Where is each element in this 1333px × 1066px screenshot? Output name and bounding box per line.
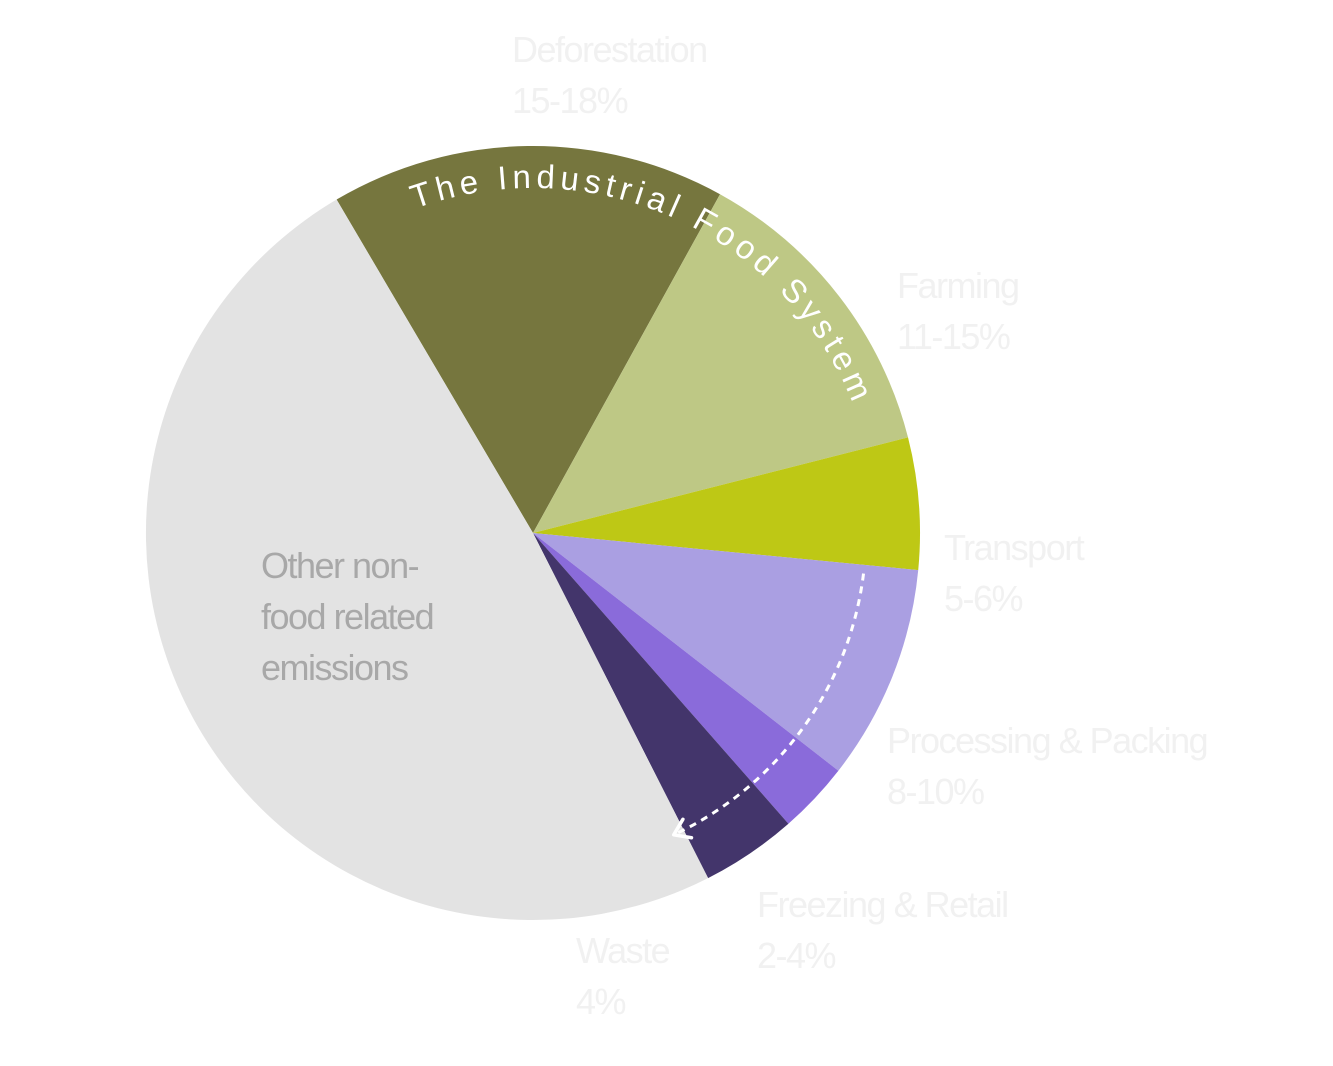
label-freezing-retail: Freezing & Retail 2-4% — [757, 884, 1008, 976]
label-farming: Farming 11-15% — [897, 265, 1019, 357]
arrowhead-icon — [671, 817, 694, 840]
label-other-emissions-line-3: emissions — [261, 647, 408, 688]
label-deforestation-line-1: Deforestation — [512, 29, 707, 70]
slice-freezing-retail — [533, 533, 839, 824]
label-processing-packing-line-2: 8-10% — [887, 771, 984, 812]
slice-waste — [533, 533, 789, 879]
slice-farming — [533, 194, 909, 533]
pie-slices — [145, 146, 921, 921]
label-waste-line-2: 4% — [576, 981, 626, 1022]
label-other-emissions-line-1: Other non- — [261, 545, 419, 586]
label-transport-line-2: 5-6% — [944, 578, 1023, 619]
label-processing-packing: Processing & Packing 8-10% — [887, 720, 1207, 812]
label-deforestation-line-2: 15-18% — [512, 80, 628, 121]
label-waste: Waste 4% — [576, 930, 670, 1022]
label-farming-line-1: Farming — [897, 265, 1019, 306]
label-waste-line-1: Waste — [576, 930, 670, 971]
slice-processing-packing — [533, 533, 919, 771]
slice-labels: Deforestation 15-18% Farming 11-15% Transpor… — [261, 29, 1209, 1022]
label-farming-line-2: 11-15% — [897, 316, 1010, 357]
slice-transport — [533, 437, 921, 571]
label-deforestation: Deforestation 15-18% — [512, 29, 707, 121]
food-system-arrow-arc — [673, 573, 866, 837]
slice-deforestation — [336, 146, 721, 533]
label-transport-line-1: Transport — [944, 527, 1085, 568]
label-freezing-retail-line-2: 2-4% — [757, 935, 836, 976]
label-transport: Transport 5-6% — [944, 527, 1085, 619]
label-other-emissions: Other non-food related emissions — [261, 545, 433, 688]
label-freezing-retail-line-1: Freezing & Retail — [757, 884, 1008, 925]
label-processing-packing-line-1: Processing & Packing — [887, 720, 1207, 761]
label-other-emissions-line-2: food related — [261, 596, 433, 637]
slice-other-emissions — [145, 199, 709, 921]
